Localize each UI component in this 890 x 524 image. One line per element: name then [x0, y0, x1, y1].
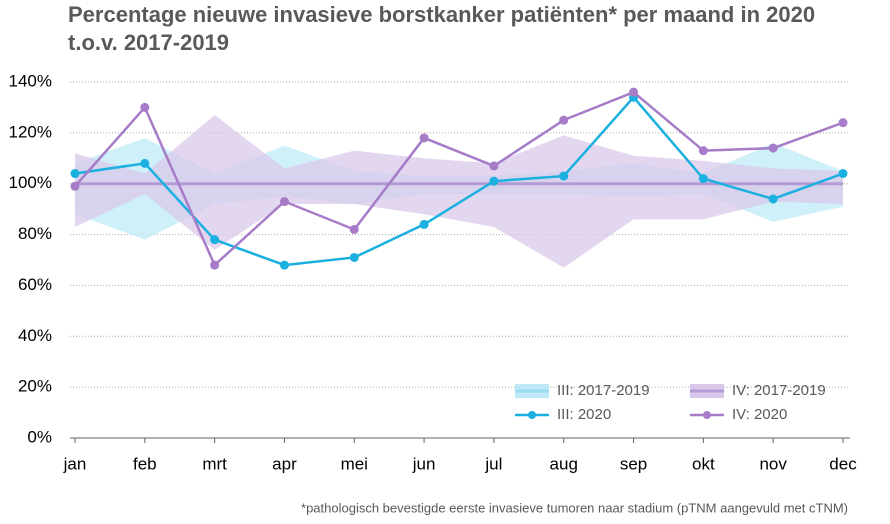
- point: [419, 219, 429, 229]
- x-tick-label: feb: [133, 454, 157, 473]
- point: [489, 161, 499, 171]
- point: [559, 171, 569, 181]
- x-tick-label: jan: [63, 454, 87, 473]
- y-tick-label: 140%: [9, 71, 52, 90]
- point: [70, 181, 80, 191]
- series-line: [74, 95, 844, 267]
- legend-label: III: 2020: [557, 406, 611, 423]
- y-tick-label: 80%: [18, 224, 52, 243]
- point: [279, 197, 289, 207]
- point: [140, 158, 150, 168]
- x-tick-label: mrt: [202, 454, 227, 473]
- point: [140, 102, 150, 112]
- point: [698, 146, 708, 156]
- point: [838, 169, 848, 179]
- legend-label: III: 2017-2019: [557, 382, 650, 399]
- series-line: [74, 90, 844, 268]
- y-tick-label: 60%: [18, 275, 52, 294]
- y-tick-label: 20%: [18, 377, 52, 396]
- footnote: *pathologisch bevestigde eerste invasiev…: [301, 500, 848, 515]
- point: [768, 143, 778, 153]
- legend-swatch: [528, 411, 536, 419]
- band: [75, 115, 843, 268]
- x-tick-label: jul: [484, 454, 502, 473]
- point: [70, 169, 80, 179]
- y-tick-label: 40%: [18, 326, 52, 345]
- point: [210, 235, 220, 245]
- point: [768, 194, 778, 204]
- point: [419, 133, 429, 143]
- point: [349, 252, 359, 262]
- point: [210, 260, 220, 270]
- x-tick-label: apr: [272, 454, 297, 473]
- x-tick-label: jun: [412, 454, 436, 473]
- x-tick-label: mei: [341, 454, 368, 473]
- x-tick-label: sep: [620, 454, 647, 473]
- point: [489, 176, 499, 186]
- y-tick-label: 100%: [9, 173, 52, 192]
- point: [629, 87, 639, 97]
- legend-label: IV: 2020: [732, 406, 787, 423]
- legend-label: IV: 2017-2019: [732, 382, 826, 399]
- chart-title: Percentage nieuwe invasieve borstkanker …: [68, 2, 815, 27]
- point: [279, 260, 289, 270]
- point: [698, 174, 708, 184]
- y-tick-label: 0%: [27, 427, 52, 446]
- y-tick-label: 120%: [9, 122, 52, 141]
- x-tick-label: nov: [759, 454, 787, 473]
- x-tick-label: aug: [550, 454, 578, 473]
- x-tick-label: okt: [692, 454, 715, 473]
- x-tick-label: dec: [829, 454, 857, 473]
- legend-swatch: [703, 411, 711, 419]
- point: [349, 224, 359, 234]
- point: [838, 118, 848, 128]
- point: [559, 115, 569, 125]
- chart-title: t.o.v. 2017-2019: [68, 30, 229, 55]
